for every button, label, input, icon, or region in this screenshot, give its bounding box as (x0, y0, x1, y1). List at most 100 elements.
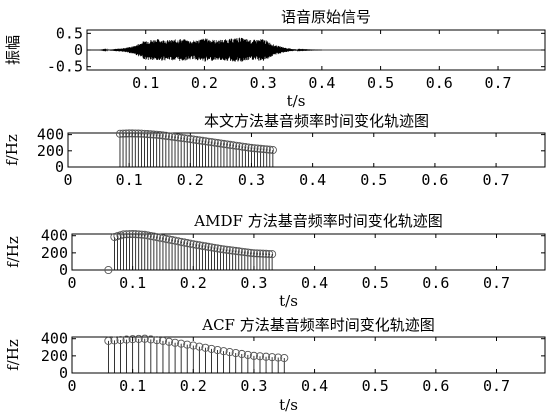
stem-marker (195, 241, 204, 250)
stem-marker (146, 130, 155, 139)
stem-marker (131, 230, 140, 239)
x-tick-label: 0.4 (301, 274, 328, 292)
stem-marker (253, 144, 262, 153)
y-tick-label: 400 (41, 330, 68, 348)
x-tick-label: 0.7 (483, 377, 510, 395)
chart-panel-2: 本文方法基音频率时间变化轨迹图 0 0.1 0.2 0.3 0.4 0.5 0.6 0.7 400… (3, 112, 546, 189)
stem-marker (225, 348, 234, 357)
y-tick-label: 400 (37, 126, 64, 144)
x-tick-label: 0.3 (240, 377, 267, 395)
x-tick-label: 0.4 (308, 74, 335, 92)
stem-marker (104, 336, 113, 345)
stem-marker (110, 336, 119, 345)
stem-marker (137, 230, 146, 239)
stem-marker (140, 129, 149, 138)
x-tick-label: 0.6 (421, 171, 448, 189)
stem-marker (140, 334, 149, 343)
stem-marker (116, 231, 125, 240)
stem-marker (125, 129, 134, 138)
x-tick-label: 0.3 (250, 74, 277, 92)
stem-marker (128, 129, 137, 138)
x-tick-label: 0.4 (301, 377, 328, 395)
x-axis-label: t/s (279, 396, 298, 414)
x-axis-label: t/s (287, 92, 306, 110)
y-tick-label: 0 (55, 158, 64, 176)
y-tick-label: 200 (41, 347, 68, 365)
stem-marker (213, 139, 222, 148)
signal-waveform (87, 37, 322, 62)
stem-marker (259, 145, 268, 154)
stem-marker (122, 230, 131, 239)
y-tick-label: 0 (74, 41, 83, 59)
y-axis-label: f/Hz (4, 339, 22, 371)
stem-marker (116, 335, 125, 345)
stem-marker (216, 139, 225, 148)
x-axis-label: t/s (279, 292, 298, 310)
stem-marker (246, 248, 255, 257)
stem-marker (192, 240, 201, 249)
chart-title: AMDF 方法基音频率时间变化轨迹图 (193, 212, 442, 230)
stem-marker (110, 232, 119, 242)
stem-marker (134, 334, 143, 343)
x-tick-label: 0.1 (132, 74, 159, 92)
x-tick-label: 0.1 (116, 171, 143, 189)
stem-marker (183, 340, 192, 349)
stem-marker (171, 236, 180, 245)
stem-marker (177, 133, 186, 142)
stem-marker (186, 135, 195, 144)
y-tick-label: 0 (59, 261, 68, 279)
stem-marker (243, 248, 252, 257)
stem-marker (201, 137, 210, 146)
stem-marker (219, 139, 228, 149)
x-tick-label: 0.7 (484, 74, 511, 92)
stem-marker (161, 234, 171, 243)
y-axis-label: 振幅 (4, 35, 22, 65)
stem-marker (265, 145, 274, 154)
stem-marker (158, 131, 167, 140)
stem-marker (177, 237, 186, 246)
stem-marker (113, 232, 122, 241)
stem-marker (189, 135, 198, 144)
stem-marker (189, 240, 198, 249)
stem-marker (235, 142, 244, 151)
y-tick-label: -0.5 (47, 58, 83, 76)
stem-marker (128, 335, 137, 344)
x-tick-label: 0 (67, 274, 76, 292)
stem-marker (192, 135, 201, 145)
stem-marker (262, 352, 271, 361)
x-tick-label: 0.5 (360, 171, 387, 189)
stem-marker (131, 129, 140, 138)
stem-marker (219, 245, 228, 254)
stem-marker (170, 132, 180, 142)
y-tick-label: 0.5 (56, 24, 83, 42)
stem-marker (125, 230, 134, 239)
stem-marker (161, 131, 170, 140)
stem-marker (152, 233, 161, 242)
stem-marker (237, 247, 246, 256)
stem-marker (122, 129, 131, 138)
stem-marker (210, 243, 219, 252)
chart-title: ACF 方法基音频率时间变化轨迹图 (201, 316, 435, 334)
stem-marker (243, 350, 252, 359)
stem-marker (231, 348, 240, 358)
stem-marker (213, 244, 222, 253)
stem-marker (149, 232, 158, 241)
y-axis-label: f/Hz (3, 134, 21, 166)
stem-marker (262, 249, 271, 258)
x-tick-label: 0 (67, 377, 76, 395)
stem-marker (256, 144, 265, 153)
stem-marker (146, 231, 155, 241)
x-tick-label: 0.5 (362, 377, 389, 395)
stem-marker (128, 229, 137, 239)
y-tick-label: 200 (37, 142, 64, 160)
stem-marker (183, 239, 192, 248)
stem-marker (268, 353, 277, 362)
x-tick-label: 0.5 (362, 274, 389, 292)
stem-marker (207, 344, 216, 353)
stem-marker (240, 248, 249, 257)
x-tick-label: 0.3 (238, 171, 265, 189)
stem-marker (177, 339, 186, 348)
x-tick-label: 0.3 (240, 274, 267, 292)
stem-marker (152, 130, 161, 139)
stem-marker (268, 145, 277, 155)
